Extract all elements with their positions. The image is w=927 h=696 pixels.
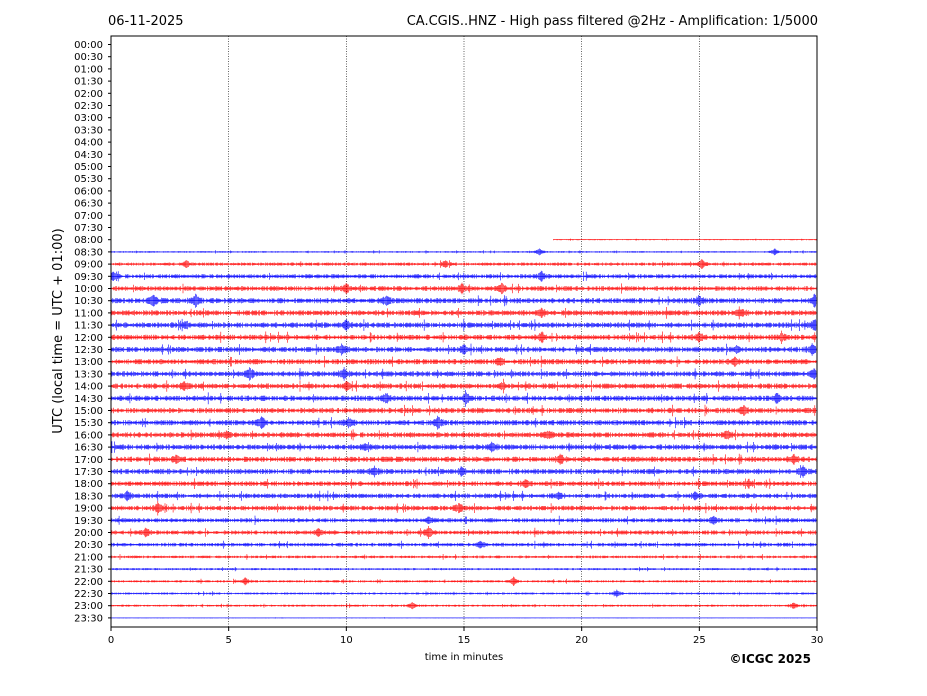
row-label: 03:00 xyxy=(74,113,103,124)
y-axis-label: UTC (local time = UTC + 01:00) xyxy=(51,228,66,433)
row-label: 17:00 xyxy=(74,455,103,466)
x-tick-label: 10 xyxy=(340,635,353,646)
row-label: 10:00 xyxy=(74,284,103,295)
row-label: 06:00 xyxy=(74,186,103,197)
grid-lines xyxy=(228,36,700,627)
row-label: 13:00 xyxy=(74,357,103,368)
row-label: 08:30 xyxy=(74,247,103,258)
row-label: 17:30 xyxy=(74,467,103,478)
row-label: 10:30 xyxy=(74,296,103,307)
row-label: 16:30 xyxy=(74,443,103,454)
x-axis-label: time in minutes xyxy=(425,652,504,663)
row-label: 04:30 xyxy=(74,150,103,161)
row-label: 16:00 xyxy=(74,430,103,441)
trace-08:00 xyxy=(553,238,817,241)
x-tick-label: 15 xyxy=(458,635,471,646)
row-label: 18:00 xyxy=(74,479,103,490)
row-label: 05:30 xyxy=(74,174,103,185)
row-label: 01:30 xyxy=(74,77,103,88)
chart-title: CA.CGIS..HNZ - High pass filtered @2Hz -… xyxy=(407,14,818,29)
x-tick-label: 0 xyxy=(108,635,114,646)
row-label: 18:30 xyxy=(74,491,103,502)
row-label: 08:00 xyxy=(74,235,103,246)
row-label: 14:30 xyxy=(74,394,103,405)
row-label: 21:30 xyxy=(74,565,103,576)
row-label: 12:30 xyxy=(74,345,103,356)
row-label: 03:30 xyxy=(74,125,103,136)
row-label: 04:00 xyxy=(74,138,103,149)
row-label: 02:00 xyxy=(74,89,103,100)
row-label: 09:00 xyxy=(74,260,103,271)
row-label: 22:30 xyxy=(74,589,103,600)
x-tick-label: 25 xyxy=(693,635,706,646)
row-label: 00:00 xyxy=(74,40,103,51)
row-label: 11:30 xyxy=(74,321,103,332)
date-label: 06-11-2025 xyxy=(108,14,184,29)
row-label: 20:30 xyxy=(74,540,103,551)
x-tick-label: 5 xyxy=(225,635,231,646)
row-label: 12:00 xyxy=(74,333,103,344)
row-label: 19:00 xyxy=(74,504,103,515)
row-label: 23:00 xyxy=(74,601,103,612)
row-label: 22:00 xyxy=(74,577,103,588)
row-label: 14:00 xyxy=(74,382,103,393)
row-label: 05:00 xyxy=(74,162,103,173)
x-axis-ticks: 0 5 10 15 20 25 30 xyxy=(108,627,824,646)
copyright-label: ©ICGC 2025 xyxy=(729,652,811,666)
row-label: 20:00 xyxy=(74,528,103,539)
seismic-traces xyxy=(110,238,817,619)
row-label: 00:30 xyxy=(74,52,103,63)
row-label: 06:30 xyxy=(74,199,103,210)
row-label: 09:30 xyxy=(74,272,103,283)
row-label: 13:30 xyxy=(74,369,103,380)
row-label: 01:00 xyxy=(74,64,103,75)
row-label: 15:00 xyxy=(74,406,103,417)
x-tick-label: 30 xyxy=(811,635,824,646)
row-label: 02:30 xyxy=(74,101,103,112)
row-label: 19:30 xyxy=(74,516,103,527)
row-label: 15:30 xyxy=(74,418,103,429)
x-tick-label: 20 xyxy=(575,635,588,646)
row-label: 21:00 xyxy=(74,552,103,563)
row-label: 23:30 xyxy=(74,613,103,624)
row-label: 11:00 xyxy=(74,308,103,319)
row-label: 07:30 xyxy=(74,223,103,234)
row-label: 07:00 xyxy=(74,211,103,222)
